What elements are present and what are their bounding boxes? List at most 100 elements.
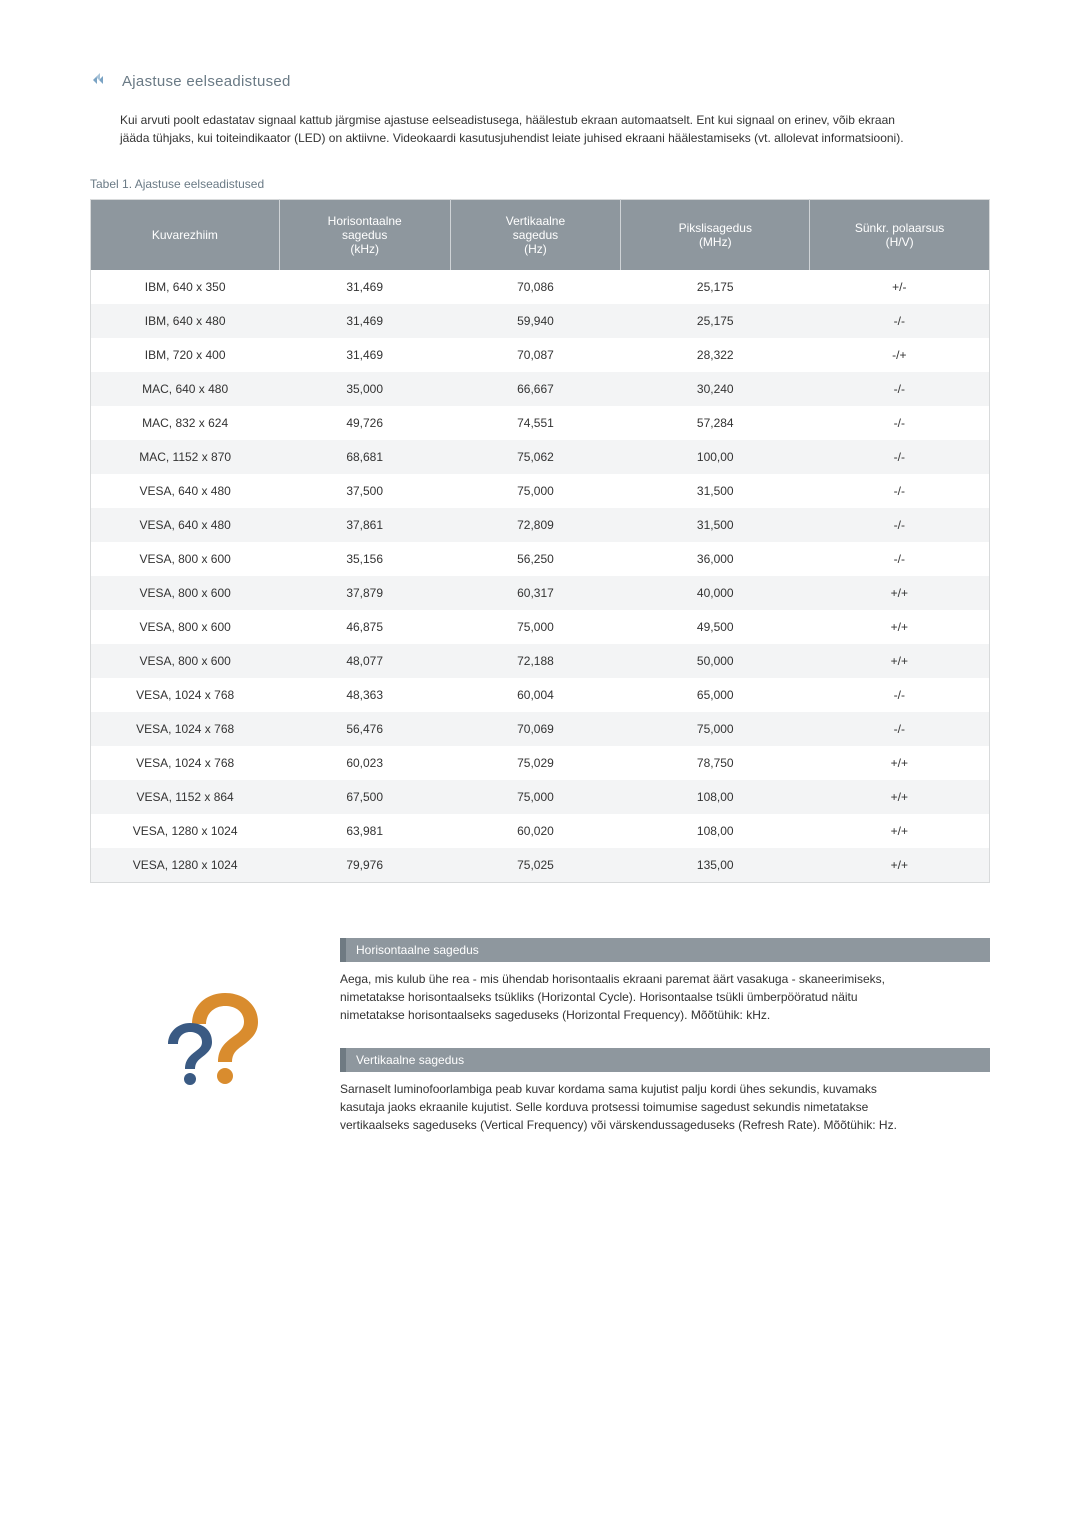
table-row: VESA, 640 x 48037,86172,80931,500-/- [91, 508, 990, 542]
table-cell: IBM, 640 x 350 [91, 270, 280, 304]
page: Ajastuse eelseadistused Kui arvuti poolt… [0, 0, 1080, 1218]
table-row: IBM, 640 x 48031,46959,94025,175-/- [91, 304, 990, 338]
table-cell: VESA, 1024 x 768 [91, 746, 280, 780]
table-cell: 75,029 [450, 746, 621, 780]
table-row: IBM, 640 x 35031,46970,08625,175+/- [91, 270, 990, 304]
table-cell: VESA, 800 x 600 [91, 576, 280, 610]
intro-paragraph: Kui arvuti poolt edastatav signaal kattu… [120, 111, 920, 147]
table-cell: IBM, 720 x 400 [91, 338, 280, 372]
th-pixel: Pikslisagedus (MHz) [621, 200, 810, 271]
table-cell: 28,322 [621, 338, 810, 372]
table-cell: IBM, 640 x 480 [91, 304, 280, 338]
table-row: VESA, 1152 x 86467,50075,000108,00+/+ [91, 780, 990, 814]
table-row: VESA, 1280 x 102479,97675,025135,00+/+ [91, 848, 990, 883]
table-cell: 75,000 [450, 780, 621, 814]
table-cell: 49,500 [621, 610, 810, 644]
table-cell: 35,156 [279, 542, 450, 576]
table-cell: MAC, 640 x 480 [91, 372, 280, 406]
th-mode: Kuvarezhiim [91, 200, 280, 271]
info-section: Horisontaalne sagedus Aega, mis kulub üh… [90, 938, 990, 1158]
table-head: Kuvarezhiim Horisontaalne sagedus (kHz) … [91, 200, 990, 271]
table-cell: +/+ [810, 780, 990, 814]
table-cell: 70,069 [450, 712, 621, 746]
table-cell: VESA, 1152 x 864 [91, 780, 280, 814]
table-cell: -/- [810, 508, 990, 542]
table-cell: 70,086 [450, 270, 621, 304]
table-cell: 56,250 [450, 542, 621, 576]
arrows-icon [90, 70, 110, 93]
table-cell: 60,317 [450, 576, 621, 610]
table-cell: VESA, 1024 x 768 [91, 678, 280, 712]
table-cell: 59,940 [450, 304, 621, 338]
table-cell: VESA, 1280 x 1024 [91, 848, 280, 883]
table-cell: 31,469 [279, 270, 450, 304]
table-cell: 31,500 [621, 508, 810, 542]
timing-table: Kuvarezhiim Horisontaalne sagedus (kHz) … [90, 199, 990, 883]
table-cell: 75,062 [450, 440, 621, 474]
question-icon [90, 938, 340, 1158]
table-cell: 70,087 [450, 338, 621, 372]
table-cell: 79,976 [279, 848, 450, 883]
table-cell: 25,175 [621, 304, 810, 338]
table-cell: 25,175 [621, 270, 810, 304]
table-cell: -/- [810, 406, 990, 440]
table-cell: 48,363 [279, 678, 450, 712]
table-row: VESA, 800 x 60037,87960,31740,000+/+ [91, 576, 990, 610]
table-cell: 57,284 [621, 406, 810, 440]
table-row: VESA, 800 x 60046,87575,00049,500+/+ [91, 610, 990, 644]
table-cell: 72,188 [450, 644, 621, 678]
table-cell: +/+ [810, 644, 990, 678]
table-row: VESA, 1024 x 76848,36360,00465,000-/- [91, 678, 990, 712]
table-cell: 78,750 [621, 746, 810, 780]
table-cell: 37,861 [279, 508, 450, 542]
table-cell: -/- [810, 474, 990, 508]
table-row: VESA, 800 x 60035,15656,25036,000-/- [91, 542, 990, 576]
table-cell: 65,000 [621, 678, 810, 712]
table-cell: 31,469 [279, 338, 450, 372]
table-row: MAC, 640 x 48035,00066,66730,240-/- [91, 372, 990, 406]
table-cell: -/- [810, 678, 990, 712]
info-text-horizontal: Aega, mis kulub ühe rea - mis ühendab ho… [340, 970, 900, 1024]
info-body: Horisontaalne sagedus Aega, mis kulub üh… [340, 938, 990, 1158]
table-cell: VESA, 800 x 600 [91, 644, 280, 678]
table-cell: MAC, 832 x 624 [91, 406, 280, 440]
table-cell: -/- [810, 440, 990, 474]
table-cell: 75,000 [621, 712, 810, 746]
th-vfreq-text: Vertikaalne sagedus (Hz) [506, 214, 565, 256]
table-row: VESA, 1024 x 76856,47670,06975,000-/- [91, 712, 990, 746]
table-cell: 74,551 [450, 406, 621, 440]
table-cell: +/+ [810, 848, 990, 883]
th-pixel-text: Pikslisagedus (MHz) [679, 221, 752, 249]
table-cell: +/+ [810, 814, 990, 848]
table-cell: 135,00 [621, 848, 810, 883]
table-cell: VESA, 800 x 600 [91, 542, 280, 576]
table-cell: 72,809 [450, 508, 621, 542]
table-cell: 66,667 [450, 372, 621, 406]
table-cell: 35,000 [279, 372, 450, 406]
table-cell: 56,476 [279, 712, 450, 746]
table-cell: 108,00 [621, 780, 810, 814]
table-cell: 68,681 [279, 440, 450, 474]
table-cell: -/- [810, 304, 990, 338]
table-row: VESA, 640 x 48037,50075,00031,500-/- [91, 474, 990, 508]
table-cell: -/+ [810, 338, 990, 372]
table-cell: +/- [810, 270, 990, 304]
table-cell: +/+ [810, 610, 990, 644]
table-row: MAC, 832 x 62449,72674,55157,284-/- [91, 406, 990, 440]
table-cell: +/+ [810, 576, 990, 610]
heading-row: Ajastuse eelseadistused [90, 70, 990, 93]
table-body: IBM, 640 x 35031,46970,08625,175+/-IBM, … [91, 270, 990, 883]
table-cell: 48,077 [279, 644, 450, 678]
table-cell: 67,500 [279, 780, 450, 814]
table-cell: VESA, 800 x 600 [91, 610, 280, 644]
table-cell: VESA, 1280 x 1024 [91, 814, 280, 848]
info-text-vertical: Sarnaselt luminofoorlambiga peab kuvar k… [340, 1080, 900, 1134]
info-bar-vertical: Vertikaalne sagedus [340, 1048, 990, 1072]
table-row: IBM, 720 x 40031,46970,08728,322-/+ [91, 338, 990, 372]
table-cell: 49,726 [279, 406, 450, 440]
table-row: MAC, 1152 x 87068,68175,062100,00-/- [91, 440, 990, 474]
table-cell: VESA, 640 x 480 [91, 508, 280, 542]
page-heading: Ajastuse eelseadistused [122, 73, 291, 90]
table-cell: 30,240 [621, 372, 810, 406]
th-vfreq: Vertikaalne sagedus (Hz) [450, 200, 621, 271]
